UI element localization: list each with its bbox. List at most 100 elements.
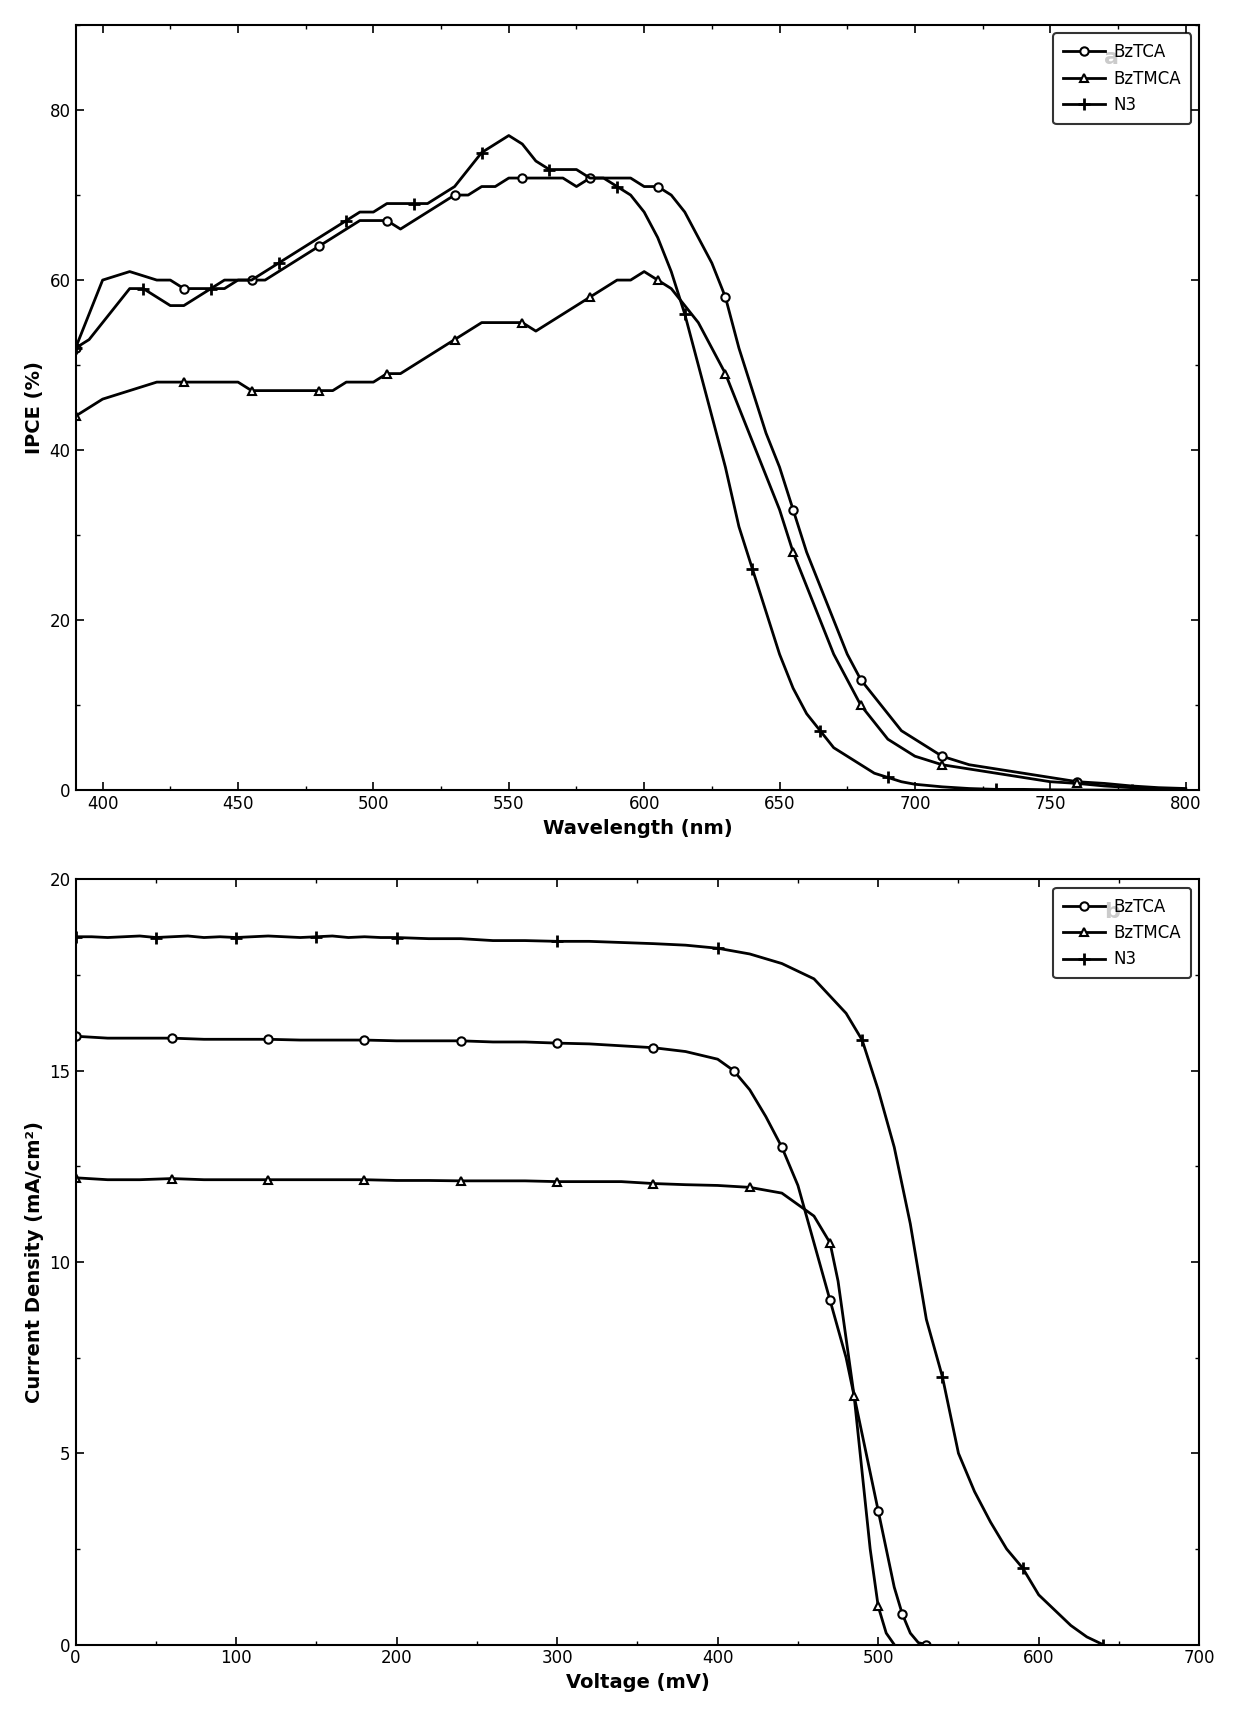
N3	[1080, 1626, 1095, 1647]
BzTMCA	[325, 1169, 340, 1190]
BzTCA	[517, 1032, 532, 1053]
BzTCA	[678, 1041, 693, 1061]
BzTMCA	[422, 1171, 436, 1192]
BzTMCA	[822, 1233, 837, 1253]
N3	[894, 771, 909, 792]
Line: BzTCA: BzTCA	[72, 173, 1190, 793]
N3	[393, 194, 408, 215]
BzTCA	[325, 1030, 340, 1051]
BzTCA	[165, 1028, 180, 1049]
BzTMCA	[454, 1171, 469, 1192]
BzTCA	[908, 730, 923, 750]
BzTCA	[357, 1030, 372, 1051]
BzTCA	[743, 1080, 758, 1101]
BzTCA	[911, 1633, 926, 1653]
BzTMCA	[847, 1386, 862, 1406]
BzTCA	[759, 1106, 774, 1126]
Legend: BzTCA, BzTMCA, N3: BzTCA, BzTMCA, N3	[1053, 888, 1190, 979]
BzTMCA	[357, 1169, 372, 1190]
BzTMCA	[582, 1171, 596, 1192]
BzTMCA	[879, 1623, 894, 1643]
Line: N3: N3	[69, 931, 1109, 1650]
BzTCA	[68, 338, 83, 359]
BzTCA	[775, 1137, 790, 1157]
BzTMCA	[549, 1171, 564, 1192]
N3	[325, 925, 340, 946]
BzTMCA	[854, 1463, 869, 1483]
Legend: BzTCA, BzTMCA, N3: BzTCA, BzTMCA, N3	[1053, 33, 1190, 124]
BzTCA	[895, 1604, 910, 1624]
N3	[260, 925, 275, 946]
BzTCA	[879, 1538, 894, 1559]
BzTCA	[838, 1348, 853, 1368]
BzTCA	[870, 1501, 885, 1521]
N3	[285, 244, 300, 264]
BzTCA	[549, 1034, 564, 1054]
BzTMCA	[1178, 780, 1193, 800]
BzTMCA	[711, 1174, 725, 1195]
N3	[341, 927, 356, 948]
BzTCA	[260, 1028, 275, 1049]
BzTMCA	[870, 1597, 885, 1617]
BzTMCA	[165, 1168, 180, 1188]
BzTCA	[422, 1030, 436, 1051]
BzTCA	[822, 1289, 837, 1310]
BzTCA	[806, 1233, 821, 1253]
BzTMCA	[231, 373, 246, 393]
BzTMCA	[196, 1169, 211, 1190]
BzTCA	[68, 1027, 83, 1047]
BzTCA	[614, 1035, 629, 1056]
BzTMCA	[614, 1171, 629, 1192]
N3	[1016, 780, 1030, 800]
BzTCA	[486, 1032, 501, 1053]
BzTMCA	[863, 1538, 878, 1559]
BzTCA	[919, 1635, 934, 1655]
BzTCA	[231, 270, 246, 290]
BzTMCA	[775, 1183, 790, 1204]
BzTCA	[196, 1028, 211, 1049]
BzTCA	[727, 1061, 742, 1082]
BzTMCA	[68, 1168, 83, 1188]
BzTMCA	[887, 1635, 901, 1655]
N3	[1125, 780, 1140, 800]
BzTMCA	[646, 1173, 661, 1193]
BzTCA	[935, 745, 950, 766]
Text: b: b	[1104, 903, 1120, 922]
BzTCA	[790, 1174, 805, 1195]
BzTCA	[854, 1423, 869, 1444]
N3	[133, 925, 148, 946]
Line: N3: N3	[69, 130, 1192, 795]
BzTMCA	[517, 1171, 532, 1192]
BzTMCA	[831, 1271, 846, 1291]
N3	[1095, 1635, 1110, 1655]
BzTMCA	[393, 364, 408, 385]
BzTCA	[582, 1034, 596, 1054]
BzTMCA	[678, 1174, 693, 1195]
BzTCA	[325, 227, 340, 247]
N3	[935, 776, 950, 797]
BzTMCA	[325, 379, 340, 400]
Text: a: a	[1104, 48, 1118, 69]
BzTMCA	[68, 405, 83, 426]
BzTCA	[393, 218, 408, 239]
BzTCA	[228, 1028, 243, 1049]
Line: BzTCA: BzTCA	[72, 1032, 930, 1648]
BzTMCA	[100, 1169, 115, 1190]
BzTCA	[389, 1030, 404, 1051]
BzTCA	[293, 1030, 308, 1051]
BzTMCA	[389, 1171, 404, 1192]
N3	[1178, 780, 1193, 800]
BzTMCA	[838, 1329, 853, 1350]
BzTCA	[636, 177, 651, 197]
N3	[68, 927, 83, 948]
BzTMCA	[260, 1169, 275, 1190]
BzTCA	[887, 1576, 901, 1597]
BzTCA	[903, 1623, 918, 1643]
Y-axis label: IPCE (%): IPCE (%)	[25, 361, 43, 453]
N3	[569, 160, 584, 180]
BzTCA	[711, 1049, 725, 1070]
BzTMCA	[293, 1169, 308, 1190]
BzTMCA	[935, 754, 950, 774]
Line: BzTMCA: BzTMCA	[72, 268, 1190, 793]
BzTCA	[646, 1037, 661, 1058]
